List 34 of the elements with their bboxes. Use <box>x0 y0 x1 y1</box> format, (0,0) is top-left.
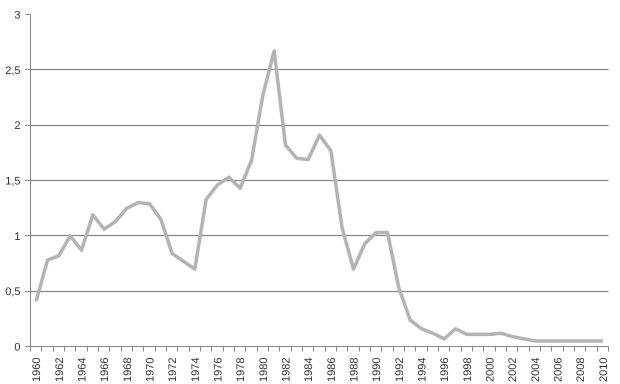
x-tick-label: 1978 <box>235 357 248 382</box>
x-tick-label: 1994 <box>416 357 428 382</box>
y-tick-label: 0,5 <box>5 286 21 298</box>
x-tick-label: 1962 <box>54 357 66 382</box>
y-tick-label: 0 <box>14 342 21 354</box>
x-tick-label: 1964 <box>76 357 88 382</box>
x-tick-label: 2000 <box>484 357 496 382</box>
y-tick-label: 2,5 <box>5 64 21 77</box>
y-tick-label: 1 <box>14 230 21 243</box>
x-tick-label: 1972 <box>167 357 180 382</box>
x-tick-label: 1988 <box>348 357 360 382</box>
x-tick-label: 1996 <box>439 357 452 382</box>
x-tick-label: 1998 <box>462 357 474 382</box>
x-tick-label: 1990 <box>371 357 384 382</box>
x-tick-label: 1974 <box>190 357 202 382</box>
y-tick-label: 2 <box>14 120 21 132</box>
x-tick-label: 1960 <box>31 357 44 382</box>
x-tick-label: 1966 <box>99 357 112 382</box>
x-tick-label: 1980 <box>258 357 270 382</box>
x-tick-label: 2006 <box>552 357 564 382</box>
x-tick-label: 1992 <box>394 357 406 382</box>
x-tick-label: 1976 <box>212 357 224 382</box>
line-series <box>34 49 605 343</box>
x-tick-label: 1984 <box>303 357 316 382</box>
x-tick-label: 1982 <box>280 357 292 382</box>
y-tick-label: 1,5 <box>5 176 21 188</box>
x-tick-label: 2008 <box>575 357 588 382</box>
x-tick-label: 2010 <box>598 357 610 382</box>
x-tick-label: 1986 <box>326 357 338 382</box>
x-tick-label: 1970 <box>144 357 156 382</box>
x-tick-label: 2002 <box>507 357 520 382</box>
x-tick-label: 2004 <box>530 357 542 382</box>
y-tick-label: 3 <box>14 10 21 22</box>
x-tick-label: 1968 <box>122 357 134 382</box>
